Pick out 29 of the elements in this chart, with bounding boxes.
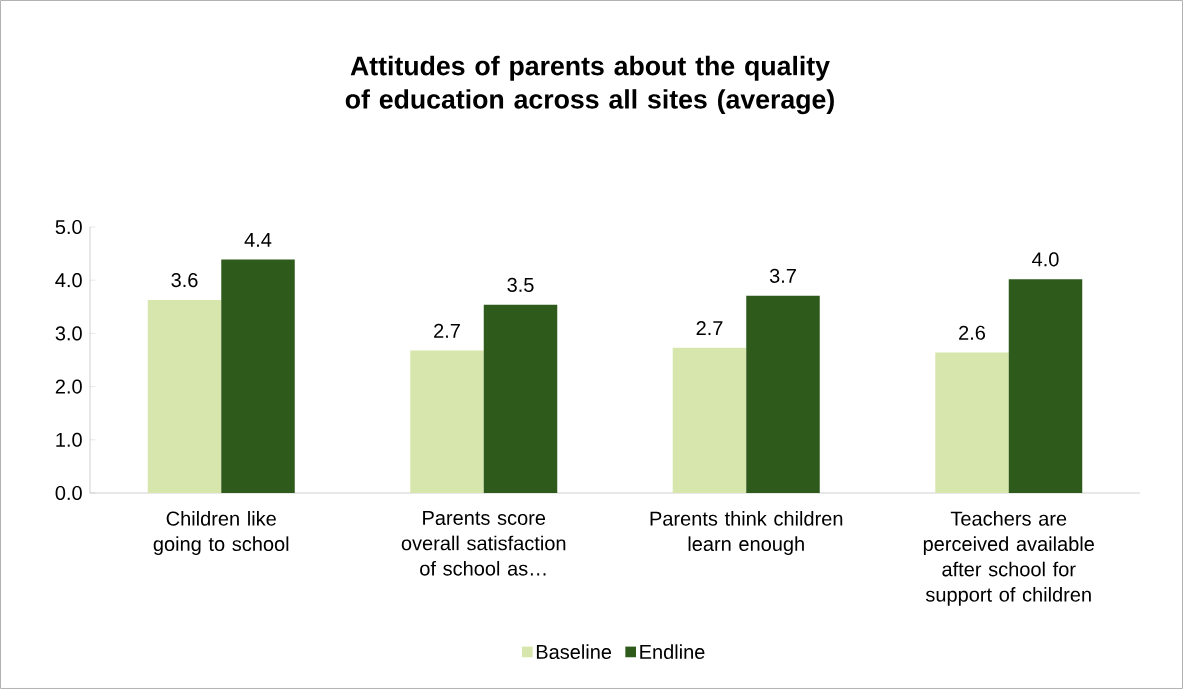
y-tick-label: 0.0 [55, 485, 82, 501]
data-label: 2.7 [434, 323, 460, 338]
x-tick-label: Teachers are perceived available after school for support of children [923, 511, 1094, 606]
data-label: 2.7 [696, 321, 723, 336]
x-tick-label: Parents think children learn enough [650, 511, 843, 555]
bar [672, 347, 747, 493]
x-tick-label: Parents score overall satisfaction of school as… [401, 511, 566, 576]
y-tick-label: 2.0 [55, 379, 82, 394]
bar [935, 352, 1009, 493]
legend-label: Endline [640, 644, 705, 660]
bar [147, 299, 222, 493]
data-label: 3.5 [507, 277, 534, 292]
bar [410, 350, 484, 493]
bar [1008, 279, 1083, 493]
data-label: 3.6 [171, 273, 198, 288]
y-tick-label: 1.0 [56, 432, 82, 447]
bar [483, 304, 558, 493]
bar [221, 259, 295, 493]
legend-label: Baseline [536, 644, 612, 660]
data-label: 3.7 [769, 268, 796, 283]
data-label: 4.4 [244, 232, 272, 247]
x-tick-label: Children like going to school [153, 511, 289, 555]
data-label: 2.6 [959, 325, 986, 340]
data-label: 4.0 [1032, 252, 1059, 267]
y-tick-label: 5.0 [55, 219, 82, 235]
y-tick-label: 3.0 [55, 326, 82, 341]
y-tick-label: 4.0 [55, 273, 82, 288]
chart-title: Attitudes of parents about the quality of education across all sites (average) [345, 55, 834, 115]
bar [746, 295, 820, 493]
